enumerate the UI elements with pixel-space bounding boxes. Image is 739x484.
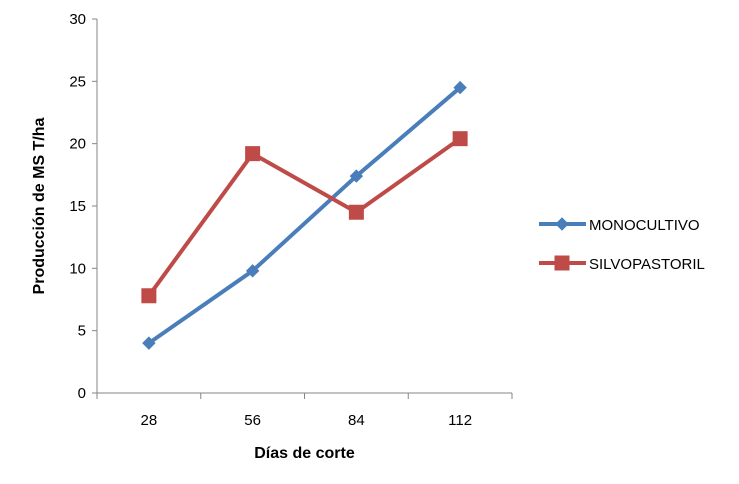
x-tick-label: 112 (448, 412, 472, 429)
data-point-monocultivo (349, 169, 364, 183)
series-markers (141, 80, 468, 350)
y-tick-label: 5 (78, 323, 86, 340)
x-tick-label: 28 (141, 412, 158, 429)
x-tick-label: 56 (244, 412, 261, 429)
x-tick-label: 84 (348, 412, 365, 429)
y-tick-label: 30 (69, 11, 86, 28)
legend-label-monocultivo: MONOCULTIVO (589, 217, 700, 234)
y-tick-label: 25 (69, 73, 86, 90)
data-point-silvopastoril (452, 131, 468, 147)
y-axis-title: Producción de MS T/ha (31, 117, 48, 294)
data-point-monocultivo (245, 264, 260, 278)
y-tick-label: 20 (69, 136, 86, 153)
tick-labels: 0 5 10 15 20 25 30 28 56 84 112 (69, 11, 472, 429)
series-lines (146, 85, 463, 346)
axes (92, 18, 513, 399)
y-tick-label: 0 (78, 385, 86, 402)
data-point-silvopastoril (348, 204, 364, 220)
data-point-monocultivo (142, 336, 156, 350)
x-axis-title: Días de corte (254, 445, 355, 462)
legend-marker-monocultivo (555, 217, 569, 231)
legend: MONOCULTIVO SILVOPASTORIL (539, 217, 705, 273)
y-tick-label: 15 (69, 198, 86, 215)
series-line-monocultivo (146, 85, 463, 346)
y-tick-label: 10 (69, 260, 86, 277)
data-point-silvopastoril (245, 146, 261, 162)
data-point-monocultivo (453, 80, 467, 95)
legend-label-silvopastoril: SILVOPASTORIL (589, 256, 705, 273)
data-point-silvopastoril (141, 288, 157, 304)
series-line-silvopastoril (146, 136, 463, 298)
legend-marker-silvopastoril (554, 255, 570, 271)
